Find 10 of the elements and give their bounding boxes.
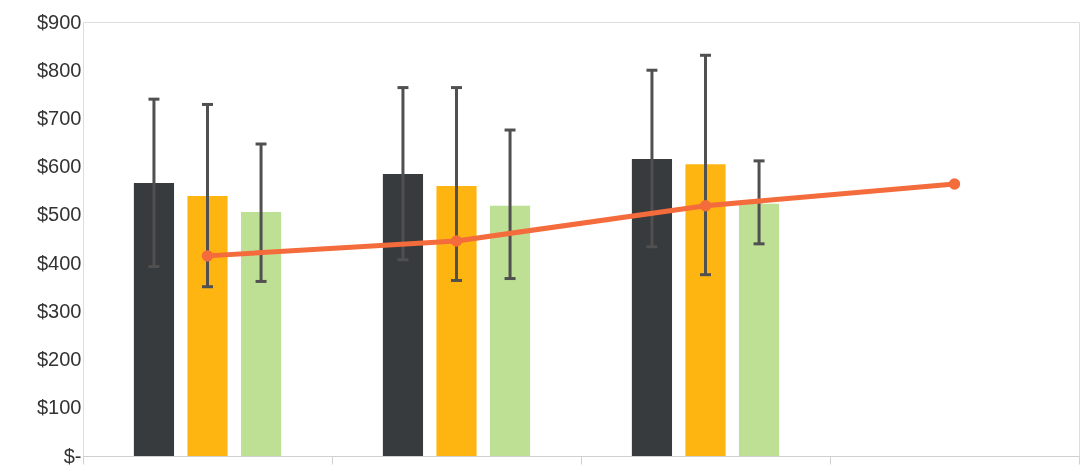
y-tick-label: $300 xyxy=(37,299,82,322)
y-tick-label: $200 xyxy=(37,348,82,371)
y-tick-label: $800 xyxy=(37,58,82,81)
y-tick-label: $700 xyxy=(37,106,82,129)
y-tick-label: $500 xyxy=(37,203,82,226)
y-tick-label: $400 xyxy=(37,251,82,274)
y-tick-label: $- xyxy=(63,444,82,467)
y-tick-label: $900 xyxy=(37,10,82,33)
y-tick-label: $600 xyxy=(37,155,82,178)
y-tick-label: $100 xyxy=(37,396,82,419)
